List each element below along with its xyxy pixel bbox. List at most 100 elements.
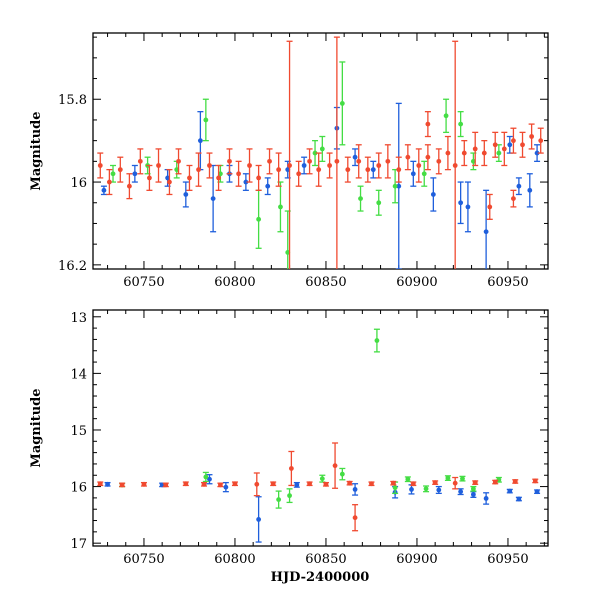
data-point <box>147 175 152 181</box>
data-point <box>254 481 260 487</box>
data-point <box>507 142 513 148</box>
data-point <box>287 493 292 499</box>
bottom-ytick-label: 16 <box>70 481 87 496</box>
data-point <box>511 138 516 144</box>
data-point <box>319 476 325 482</box>
top-xtick-label: 60800 <box>214 275 255 290</box>
data-point <box>445 475 451 481</box>
data-point <box>461 150 467 156</box>
data-point <box>345 167 351 173</box>
data-point <box>137 158 143 164</box>
data-point <box>287 163 292 168</box>
data-point <box>101 187 107 193</box>
data-point <box>247 163 252 168</box>
data-point <box>356 158 362 164</box>
data-point <box>516 183 522 189</box>
data-point <box>339 471 345 477</box>
top-ytick-label: 16.2 <box>58 259 87 274</box>
bottom-ticks <box>93 310 548 546</box>
data-point <box>425 121 431 127</box>
data-point <box>119 482 125 488</box>
data-point <box>376 163 382 168</box>
data-point <box>256 517 262 522</box>
data-point <box>516 496 522 502</box>
bottom-xtick-label: 60800 <box>214 552 255 567</box>
bottom-ytick-label: 14 <box>70 367 87 382</box>
data-point <box>507 488 513 494</box>
data-point <box>227 158 232 164</box>
data-point <box>396 167 402 173</box>
data-point <box>390 480 396 486</box>
bottom-ylabel: Magnitude <box>29 388 44 467</box>
bottom-xtick-label: 60950 <box>487 552 528 567</box>
top-xtick-label: 60850 <box>305 275 346 290</box>
data-point <box>278 204 283 210</box>
data-point <box>487 204 493 210</box>
data-point <box>416 163 422 168</box>
data-point <box>392 485 398 491</box>
data-point <box>492 142 498 148</box>
data-point <box>527 187 533 193</box>
data-point <box>307 481 312 487</box>
top-xtick-label: 60900 <box>396 275 437 290</box>
top-plot-frame <box>92 32 549 270</box>
data-point <box>512 479 518 484</box>
data-point <box>370 167 376 173</box>
data-point <box>458 489 464 495</box>
data-point <box>470 492 476 497</box>
data-point <box>97 163 103 168</box>
data-point <box>97 481 103 487</box>
data-point <box>105 481 110 487</box>
top-ytick-labels: 15.8 16 16.2 <box>58 93 87 274</box>
bottom-xtick-label: 60750 <box>123 552 164 567</box>
data-point <box>472 480 478 486</box>
data-point <box>458 121 464 127</box>
data-point <box>520 142 525 148</box>
data-point <box>409 487 414 492</box>
bottom-panel: 60750 60800 60850 60900 60950 13 14 15 1… <box>29 309 549 585</box>
data-point <box>470 486 476 492</box>
data-point <box>183 481 189 487</box>
data-point <box>496 150 502 156</box>
data-point <box>301 163 307 168</box>
data-point <box>483 229 489 235</box>
data-point <box>392 183 398 189</box>
data-point <box>201 481 207 487</box>
data-point <box>197 138 203 144</box>
data-point <box>432 480 438 486</box>
data-point <box>334 158 340 164</box>
data-point <box>472 146 478 152</box>
data-point <box>276 497 282 502</box>
data-point <box>288 466 294 471</box>
data-point <box>347 480 353 486</box>
data-point <box>458 200 464 206</box>
data-point <box>141 481 147 487</box>
data-point <box>365 167 371 173</box>
data-point <box>276 167 282 173</box>
top-xtick-label: 60750 <box>123 275 164 290</box>
data-point <box>267 158 272 164</box>
data-point <box>256 216 262 222</box>
data-point <box>176 158 181 164</box>
top-data-marks <box>97 36 544 269</box>
data-point <box>323 481 329 487</box>
top-ylabel: Magnitude <box>29 111 44 190</box>
data-point <box>316 167 322 173</box>
data-point <box>126 183 132 189</box>
data-point <box>421 171 427 177</box>
data-point <box>167 179 172 185</box>
top-panel: 60750 60800 60850 60900 60950 15.8 16 16… <box>29 32 549 290</box>
data-point <box>117 167 123 173</box>
data-point <box>163 482 169 488</box>
data-point <box>270 481 276 487</box>
data-point <box>236 171 242 177</box>
data-point <box>534 489 540 495</box>
data-point <box>203 474 209 480</box>
data-point <box>483 496 489 501</box>
data-point <box>534 150 540 156</box>
data-point <box>232 481 238 487</box>
data-point <box>319 146 325 152</box>
data-point <box>243 179 249 185</box>
top-ticks <box>93 33 548 269</box>
bottom-xlabel: HJD-2400000 <box>271 570 370 585</box>
